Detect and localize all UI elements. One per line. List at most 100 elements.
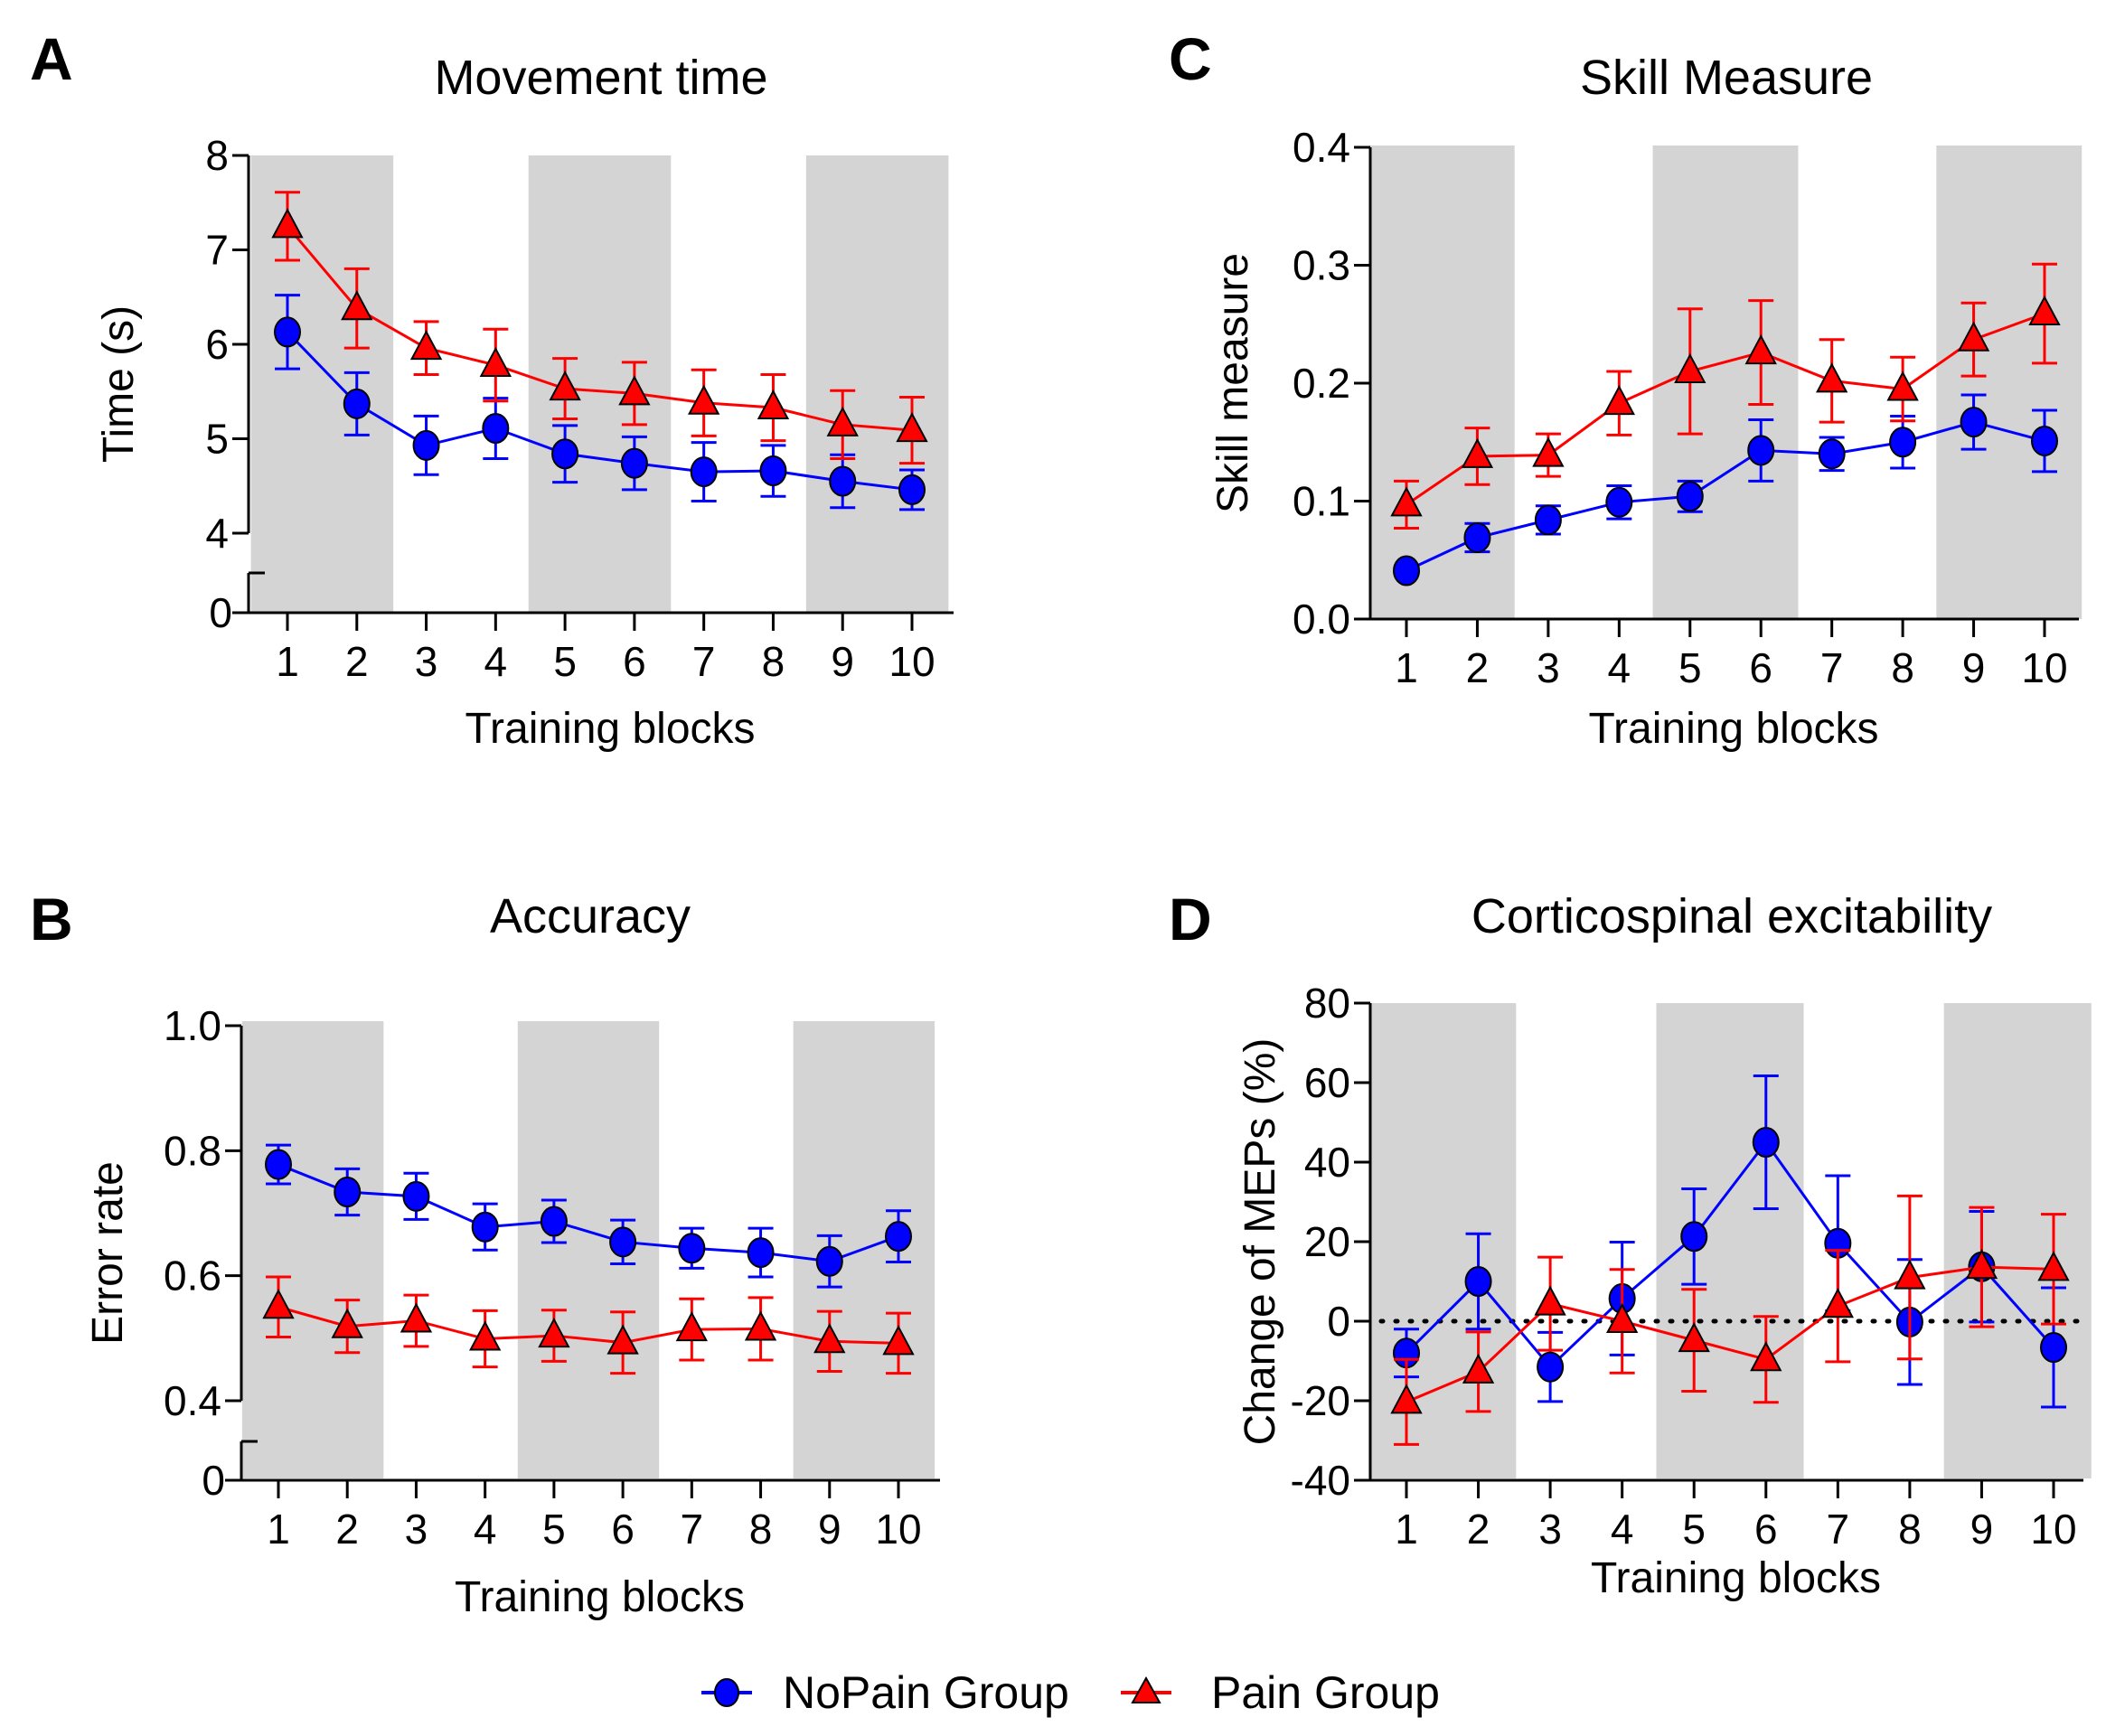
data-point [1957, 321, 1990, 352]
y-tick-label: 20 [1304, 1218, 1350, 1265]
panel-d: D Corticospinal excitability -40 -20 0 20 40 60… [1169, 886, 2092, 1602]
data-point [826, 406, 859, 436]
data-point [618, 375, 651, 406]
data-point [2031, 425, 2058, 456]
y-tick-label: 5 [205, 416, 229, 463]
x-tick-label: 3 [1538, 1506, 1562, 1553]
data-point [1390, 486, 1423, 517]
x-tick-label: 8 [749, 1506, 773, 1553]
data-point [1752, 1127, 1780, 1158]
data-point [540, 1206, 568, 1237]
chart-title: Movement time [434, 51, 767, 105]
x-tick-label: 10 [2030, 1506, 2076, 1553]
y-tick-label: 0.2 [1293, 360, 1350, 407]
shaded-block [241, 1021, 384, 1478]
x-tick-label: 7 [1820, 644, 1844, 691]
x-tick-label: 2 [335, 1506, 359, 1553]
data-point [1674, 352, 1706, 383]
x-tick-label: 7 [681, 1506, 704, 1553]
data-point [1894, 1259, 1926, 1290]
x-tick-label: 8 [1891, 644, 1914, 691]
series-line [286, 225, 913, 432]
shaded-block [1936, 145, 2082, 619]
x-axis-label: Training blocks [455, 1573, 745, 1621]
data-point [400, 1302, 433, 1333]
data-point [1603, 385, 1636, 416]
shaded-block [1368, 1003, 1517, 1478]
data-point [1815, 362, 1848, 393]
x-tick-label: 7 [1827, 1506, 1850, 1553]
data-point [688, 384, 720, 415]
data-point [609, 1226, 637, 1258]
y-tick-label: 0.6 [164, 1253, 221, 1300]
x-tick-label: 1 [267, 1506, 290, 1553]
data-point [1960, 407, 1988, 438]
series-line [1405, 1140, 2055, 1369]
x-tick-label: 4 [484, 638, 508, 685]
data-point [1818, 438, 1846, 470]
legend-pain-marker-icon [1131, 1675, 1161, 1703]
panel-letter: C [1169, 25, 1212, 92]
data-point [1464, 1266, 1492, 1297]
x-tick-label: 3 [1537, 644, 1560, 691]
data-point [402, 1180, 430, 1212]
data-point [882, 1325, 915, 1356]
shaded-block [250, 155, 394, 613]
shaded-block [805, 155, 949, 613]
y-tick-label: 40 [1304, 1139, 1350, 1186]
series-line [1406, 1265, 2054, 1403]
x-tick-label: 2 [1466, 644, 1490, 691]
data-point [341, 290, 373, 321]
data-point [1821, 1288, 1854, 1318]
data-point [620, 447, 648, 479]
data-point [412, 429, 440, 461]
x-tick-label: 6 [623, 638, 646, 685]
x-tick-label: 8 [1898, 1506, 1922, 1553]
x-tick-label: 9 [1970, 1506, 1994, 1553]
panel-c: C Skill Measure 0.0 0.1 0.2 0.3 0.4 1 2 3 4 5 6 7 8 9 10… [1169, 25, 2082, 753]
x-axis-label: Training blocks [1591, 1554, 1881, 1602]
y-tick-label: 80 [1304, 980, 1350, 1027]
data-point [1605, 486, 1633, 518]
data-point [479, 346, 512, 377]
x-tick-label: 2 [345, 638, 369, 685]
legend: NoPain Group Pain Group [701, 1667, 1440, 1718]
y-tick-label: 60 [1304, 1059, 1350, 1106]
data-point [1886, 371, 1919, 401]
y-tick-label: 0 [209, 589, 232, 636]
x-tick-label: 8 [762, 638, 785, 685]
data-point [747, 1237, 775, 1269]
data-point [1676, 481, 1704, 512]
shaded-block [1656, 1003, 1804, 1478]
x-tick-label: 6 [1749, 644, 1772, 691]
data-point [1534, 1285, 1566, 1316]
series-nopain [274, 294, 926, 511]
legend-nopain-marker-icon [714, 1678, 739, 1707]
x-tick-label: 6 [611, 1506, 635, 1553]
y-tick-label: -40 [1291, 1457, 1350, 1504]
series-nopain [265, 1143, 912, 1289]
series-pain [271, 191, 928, 465]
series-pain [1390, 1194, 2070, 1446]
y-tick-label: 6 [205, 321, 229, 368]
y-tick-label: 0 [1327, 1298, 1350, 1345]
y-tick-label: 8 [205, 132, 229, 179]
x-tick-label: 1 [1395, 1506, 1418, 1553]
data-point [829, 465, 857, 497]
data-point [896, 411, 928, 443]
x-tick-label: 5 [1678, 644, 1702, 691]
data-point [274, 316, 301, 348]
data-point [334, 1176, 362, 1207]
shaded-block [1943, 1003, 2092, 1478]
series-pain [1390, 262, 2061, 530]
data-point [1605, 1302, 1639, 1333]
chart-title: Accuracy [490, 889, 691, 943]
data-point [759, 455, 787, 487]
data-point [675, 1311, 708, 1342]
y-axis-label: Change of MEPs (%) [1236, 1038, 1284, 1446]
data-point [271, 208, 304, 239]
data-point [1750, 1341, 1782, 1372]
y-axis-label: Error rate [84, 1161, 132, 1345]
x-tick-label: 1 [1395, 644, 1418, 691]
